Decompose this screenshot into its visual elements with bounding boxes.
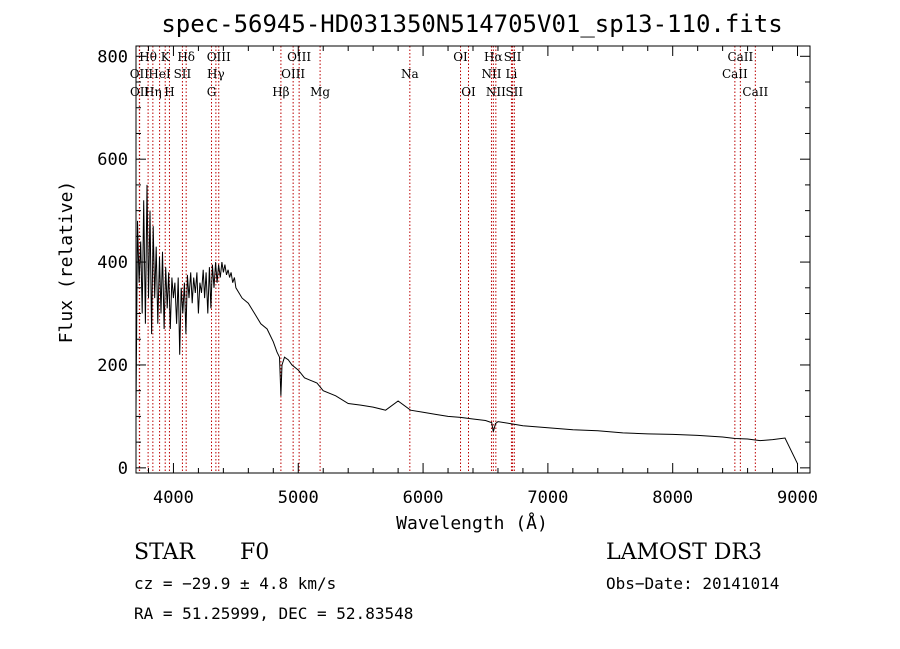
line-label-li: Li xyxy=(506,67,518,81)
line-label-mg: Mg xyxy=(310,85,330,99)
object-subclass: F0 xyxy=(240,540,269,565)
y-tick-label: 0 xyxy=(118,459,128,479)
flux-series-line xyxy=(135,184,798,464)
line-label-hβ: Hβ xyxy=(272,85,289,99)
line-label-hθ: Hθ xyxy=(139,50,157,64)
line-label-sii: SII xyxy=(504,50,522,64)
line-label-hγ: Hγ xyxy=(207,67,225,81)
line-label-g: G xyxy=(207,85,217,99)
x-tick-label: 4000 xyxy=(153,488,194,508)
line-label-oii: OII xyxy=(130,67,150,81)
line-label-hα: Hα xyxy=(484,50,503,64)
spectral-line-markers xyxy=(138,46,756,473)
line-label-hδ: Hδ xyxy=(177,50,195,64)
line-label-hη: Hη xyxy=(144,85,162,99)
survey-name: LAMOST DR3 xyxy=(606,540,762,565)
x-tick-label: 8000 xyxy=(652,488,693,508)
x-axis-label: Wavelength (Å) xyxy=(396,512,548,534)
redshift-cz: cz = −29.9 ± 4.8 km/s xyxy=(134,574,336,593)
x-tick-label: 9000 xyxy=(777,488,818,508)
line-label-oi: OI xyxy=(453,50,468,64)
line-label-oii: OII xyxy=(130,85,150,99)
line-label-sii: SII xyxy=(174,67,192,81)
line-label-sii: SII xyxy=(505,85,523,99)
line-label-caii: CaII xyxy=(727,50,753,64)
y-tick-label: 600 xyxy=(97,150,128,170)
line-label-nii: NII xyxy=(481,67,501,81)
x-tick-label: 5000 xyxy=(278,488,319,508)
line-label-oiii: OIII xyxy=(287,50,311,64)
axis-ticks: 4000 5000 6000 7000 8000 9000 0 200 400 600 800 xyxy=(97,46,818,508)
line-label-oi: OI xyxy=(461,85,476,99)
plot-frame xyxy=(135,45,811,474)
x-tick-label: 6000 xyxy=(403,488,444,508)
line-label-h: H xyxy=(164,85,174,99)
y-tick-label: 200 xyxy=(97,356,128,376)
line-label-caii: CaII xyxy=(722,67,748,81)
y-axis-label: Flux (relative) xyxy=(56,181,77,344)
line-label-k: K xyxy=(161,50,171,64)
line-label-oiii: OIII xyxy=(207,50,231,64)
chart-title: spec-56945-HD031350N514705V01_sp13-110.f… xyxy=(161,10,782,38)
y-tick-label: 800 xyxy=(97,47,128,67)
line-label-na: Na xyxy=(401,67,419,81)
line-label-oiii: OIII xyxy=(281,67,305,81)
line-label-nii: NII xyxy=(486,85,506,99)
ra-dec: RA = 51.25999, DEC = 52.83548 xyxy=(134,604,413,623)
obs-date: Obs−Date: 20141014 xyxy=(606,574,779,593)
line-label-hei: HeI xyxy=(148,67,171,81)
line-label-caii: CaII xyxy=(742,85,768,99)
object-class: STAR xyxy=(134,540,196,565)
x-tick-label: 7000 xyxy=(527,488,568,508)
y-tick-label: 400 xyxy=(97,253,128,273)
